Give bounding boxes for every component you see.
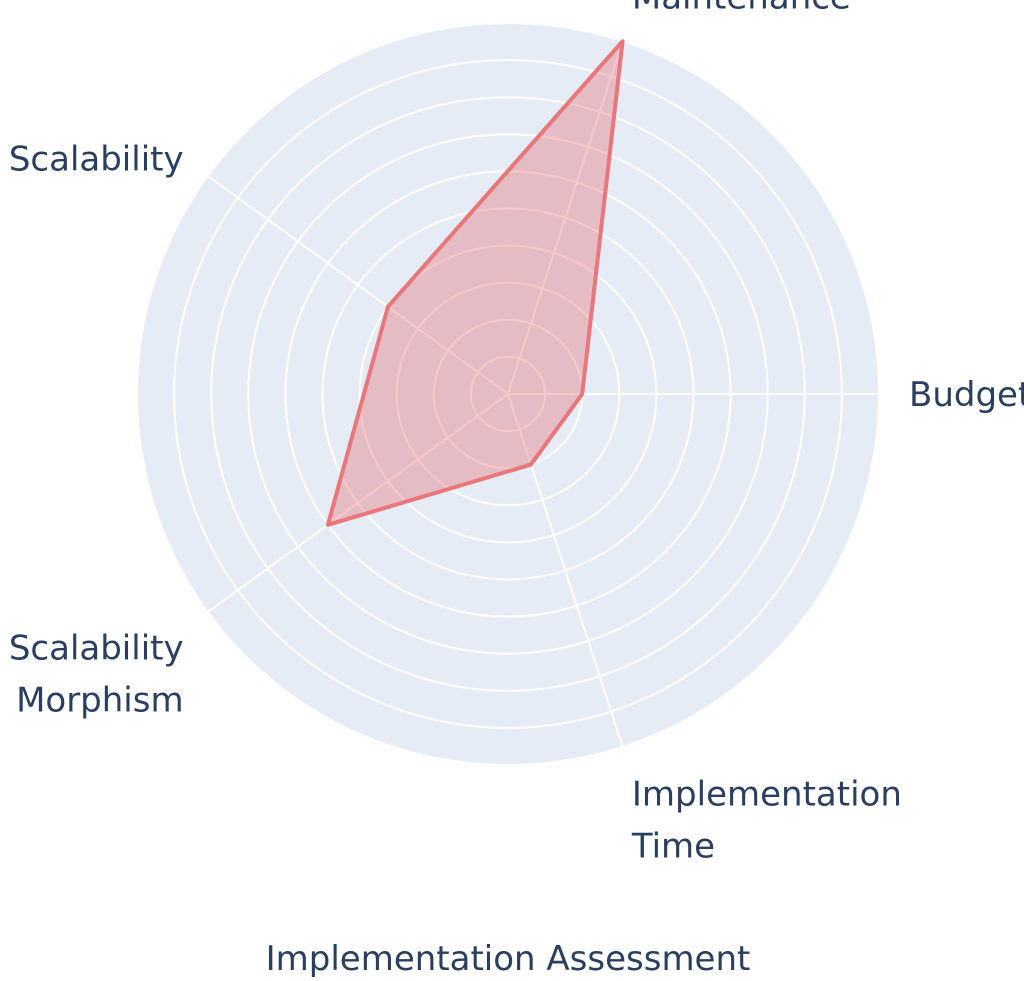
axis-label-line: Budget bbox=[909, 375, 1024, 415]
axis-label: Maintenance bbox=[632, 0, 851, 18]
axis-label: Budget bbox=[909, 375, 1024, 415]
angular-gridline bbox=[507, 393, 624, 748]
axis-label-line: Time bbox=[631, 826, 715, 866]
axis-label-line: Maintenance bbox=[632, 0, 851, 18]
axis-label-line: Scalability bbox=[9, 139, 184, 179]
chart-title: Implementation Assessment bbox=[266, 939, 751, 979]
axis-label: Scalability Morphism bbox=[9, 629, 184, 721]
series-layer bbox=[325, 39, 625, 527]
angular-gridline bbox=[207, 393, 509, 613]
axis-label-line: Implementation bbox=[632, 774, 902, 814]
axis-label-line: Scalability bbox=[9, 629, 184, 669]
axis-label-line: Morphism bbox=[16, 681, 184, 721]
angular-gridline bbox=[507, 40, 624, 395]
axis-label: Scalability bbox=[9, 139, 184, 179]
axis-labels: Budget Maintenance Scalability Scalability M… bbox=[9, 0, 1024, 866]
angular-grid bbox=[207, 40, 879, 748]
series-area bbox=[325, 39, 625, 527]
axis-label: Implementation Time bbox=[631, 774, 902, 866]
angular-gridline bbox=[207, 175, 509, 395]
